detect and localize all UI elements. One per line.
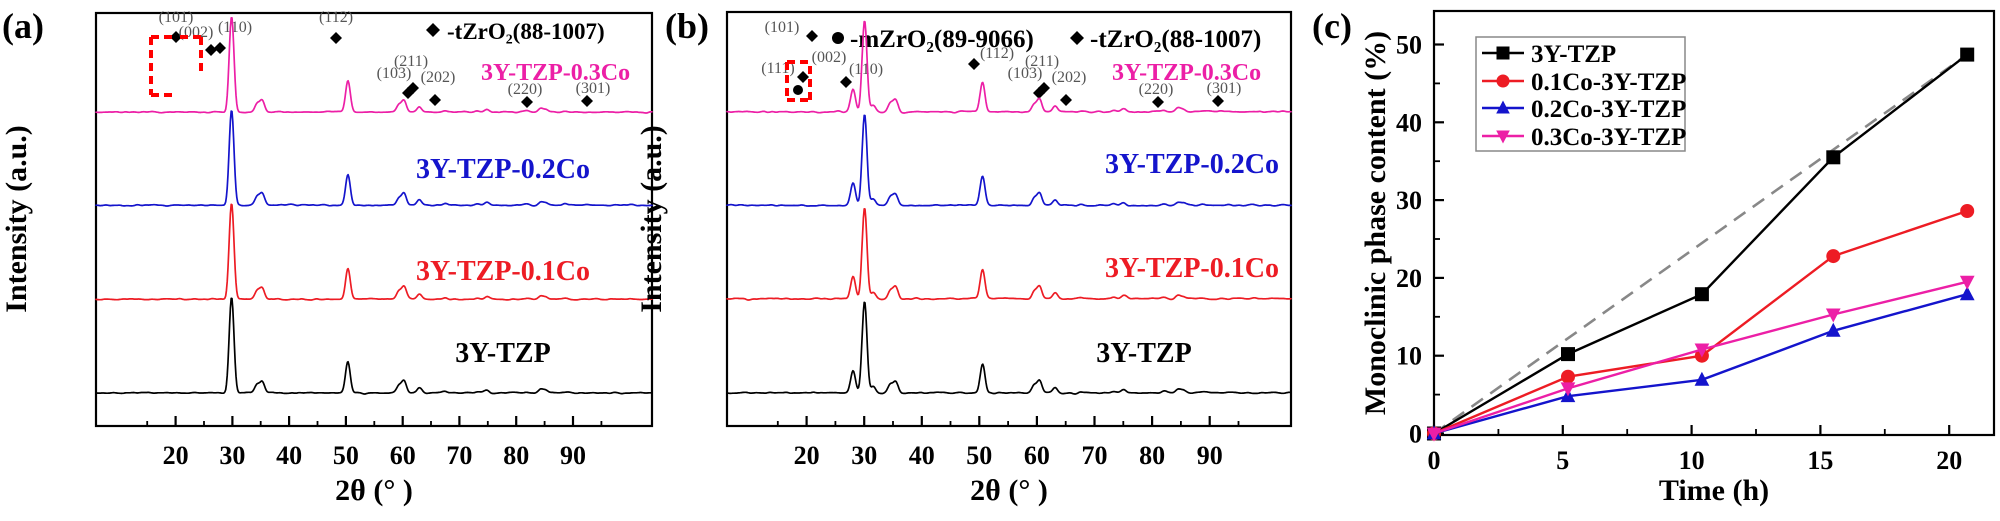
svg-text:3Y-TZP-0.1Co: 3Y-TZP-0.1Co bbox=[416, 256, 590, 287]
svg-text:(c): (c) bbox=[1312, 6, 1352, 46]
svg-text:10: 10 bbox=[1679, 446, 1705, 475]
svg-text:50: 50 bbox=[333, 441, 359, 470]
svg-text:(211): (211) bbox=[394, 53, 428, 70]
svg-text:70: 70 bbox=[446, 441, 472, 470]
svg-text:3Y-TZP-0.2Co: 3Y-TZP-0.2Co bbox=[1105, 149, 1279, 180]
svg-text:3Y-TZP-0.3Co: 3Y-TZP-0.3Co bbox=[1112, 60, 1261, 86]
svg-text:40: 40 bbox=[1396, 108, 1422, 137]
svg-text:3Y-TZP: 3Y-TZP bbox=[1531, 41, 1616, 68]
svg-text:20: 20 bbox=[794, 441, 820, 470]
svg-text:(101): (101) bbox=[765, 19, 800, 36]
svg-text:(b): (b) bbox=[665, 6, 709, 46]
svg-text:(110): (110) bbox=[218, 19, 252, 36]
svg-text:80: 80 bbox=[1139, 441, 1165, 470]
svg-text:2θ (° ): 2θ (° ) bbox=[335, 474, 413, 507]
svg-text:15: 15 bbox=[1807, 446, 1833, 475]
svg-text:Intensity (a.u.): Intensity (a.u.) bbox=[635, 125, 668, 313]
svg-text:Monoclinic phase content (%): Monoclinic phase content (%) bbox=[1359, 31, 1392, 415]
svg-text:-tZrO₂(88-1007): -tZrO₂(88-1007) bbox=[1090, 26, 1261, 53]
svg-text:30: 30 bbox=[1396, 186, 1422, 215]
svg-text:3Y-TZP-0.3Co: 3Y-TZP-0.3Co bbox=[481, 60, 630, 86]
svg-text:(211): (211) bbox=[1025, 53, 1059, 70]
svg-text:90: 90 bbox=[1197, 441, 1223, 470]
svg-text:20: 20 bbox=[1936, 446, 1962, 475]
svg-text:(a): (a) bbox=[2, 6, 44, 46]
svg-text:0.1Co-3Y-TZP: 0.1Co-3Y-TZP bbox=[1531, 69, 1686, 96]
svg-text:-tZrO₂(88-1007): -tZrO₂(88-1007) bbox=[447, 19, 605, 44]
svg-text:0.2Co-3Y-TZP: 0.2Co-3Y-TZP bbox=[1531, 96, 1686, 123]
svg-text:3Y-TZP-0.2Co: 3Y-TZP-0.2Co bbox=[416, 154, 590, 185]
svg-text:10: 10 bbox=[1396, 342, 1422, 371]
svg-text:3Y-TZP: 3Y-TZP bbox=[455, 338, 550, 369]
svg-text:30: 30 bbox=[851, 441, 877, 470]
svg-text:Intensity (a.u.): Intensity (a.u.) bbox=[0, 125, 33, 313]
svg-text:5: 5 bbox=[1556, 446, 1569, 475]
svg-text:Time (h): Time (h) bbox=[1659, 474, 1769, 507]
svg-text:(110): (110) bbox=[849, 61, 883, 78]
svg-text:70: 70 bbox=[1082, 441, 1108, 470]
svg-text:3Y-TZP: 3Y-TZP bbox=[1096, 338, 1191, 369]
svg-text:(202): (202) bbox=[1052, 69, 1087, 86]
svg-text:20: 20 bbox=[1396, 264, 1422, 293]
svg-text:20: 20 bbox=[163, 441, 189, 470]
svg-text:3Y-TZP-0.1Co: 3Y-TZP-0.1Co bbox=[1105, 253, 1279, 284]
svg-text:50: 50 bbox=[966, 441, 992, 470]
svg-text:60: 60 bbox=[390, 441, 416, 470]
svg-text:30: 30 bbox=[219, 441, 245, 470]
svg-text:0: 0 bbox=[1409, 420, 1422, 449]
svg-text:(002): (002) bbox=[812, 49, 847, 66]
svg-text:0: 0 bbox=[1428, 446, 1441, 475]
svg-text:(112): (112) bbox=[980, 45, 1014, 62]
svg-text:40: 40 bbox=[909, 441, 935, 470]
svg-text:(202): (202) bbox=[421, 69, 456, 86]
svg-text:90: 90 bbox=[560, 441, 586, 470]
svg-text:0.3Co-3Y-TZP: 0.3Co-3Y-TZP bbox=[1531, 124, 1686, 151]
svg-text:40: 40 bbox=[276, 441, 302, 470]
svg-text:60: 60 bbox=[1024, 441, 1050, 470]
svg-text:80: 80 bbox=[503, 441, 529, 470]
svg-text:(112): (112) bbox=[319, 9, 353, 26]
svg-text:2θ (° ): 2θ (° ) bbox=[970, 474, 1048, 507]
svg-text:50: 50 bbox=[1396, 31, 1422, 60]
